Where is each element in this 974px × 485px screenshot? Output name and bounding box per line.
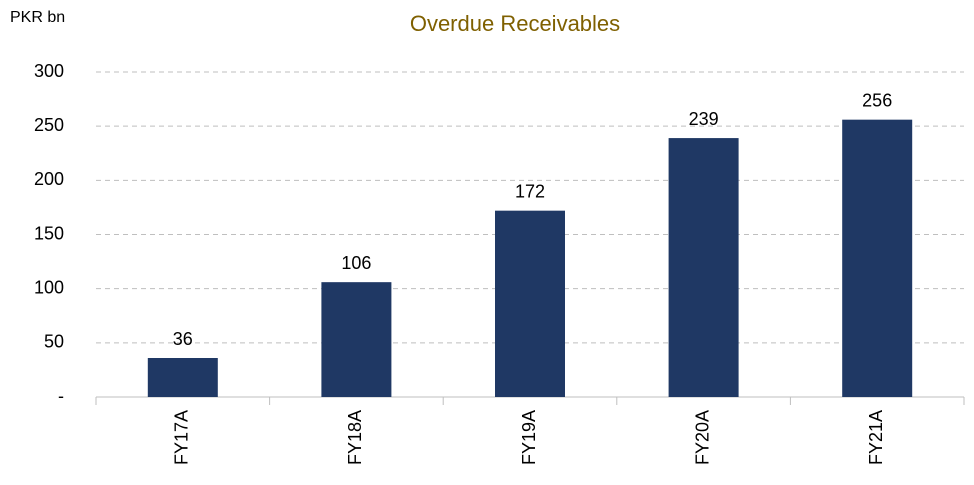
- y-tick-label: 50: [44, 332, 64, 352]
- x-tick-label: FY18A: [345, 410, 365, 465]
- bar: [495, 210, 565, 397]
- bar: [321, 282, 392, 397]
- y-tick-label: 100: [34, 277, 64, 297]
- chart-title: Overdue Receivables: [410, 11, 620, 36]
- data-label: 36: [173, 329, 193, 349]
- bar: [147, 358, 218, 397]
- data-label: 106: [341, 253, 371, 273]
- x-tick-label: FY17A: [172, 410, 192, 465]
- y-axis-label: PKR bn: [10, 9, 65, 26]
- data-label: 256: [862, 90, 892, 110]
- x-tick-label: FY20A: [692, 410, 712, 465]
- bar: [668, 138, 739, 398]
- x-tick-label: FY21A: [866, 410, 886, 465]
- y-tick-label: 300: [34, 61, 64, 81]
- x-tick-label: FY19A: [519, 410, 539, 465]
- data-label: 239: [689, 109, 719, 129]
- data-label: 172: [515, 181, 545, 201]
- y-tick-label: 250: [34, 115, 64, 135]
- bar: [842, 119, 913, 398]
- y-tick-label: 200: [34, 169, 64, 189]
- y-tick-label: 150: [34, 223, 64, 243]
- y-tick-label: -: [58, 386, 64, 406]
